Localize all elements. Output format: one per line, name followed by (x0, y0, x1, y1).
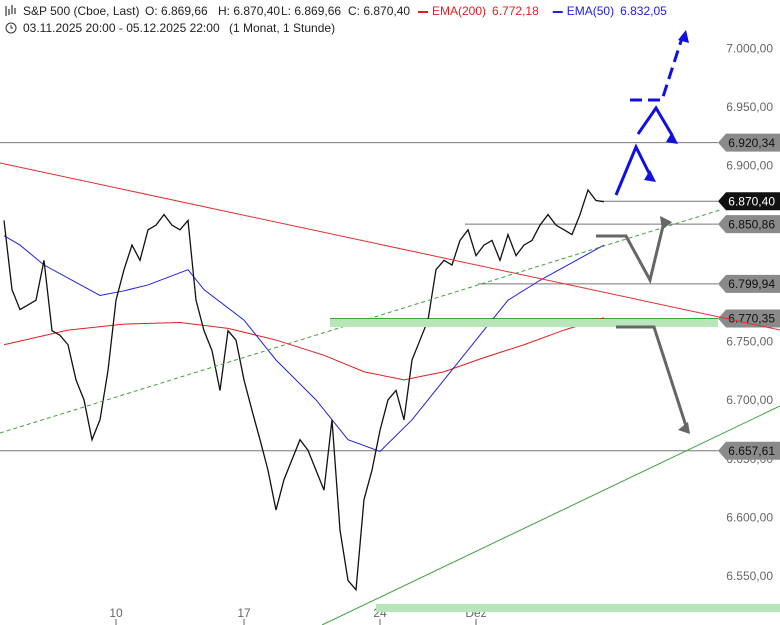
legend-name: EMA(50) (567, 4, 614, 18)
trendline (0, 162, 780, 331)
y-tick-label: 6.700,00 (726, 393, 773, 407)
y-tick-label: 6.950,00 (726, 100, 773, 114)
level-label: 6.799,94 (728, 277, 775, 291)
ohlc: O: 6.869,66 (145, 4, 208, 18)
arrowhead (678, 422, 690, 434)
x-tick-label: 17 (237, 606, 251, 620)
arrow (614, 143, 652, 196)
level-label: 6.920,34 (728, 136, 775, 150)
level-box (718, 309, 780, 328)
y-tick-label: 6.550,00 (726, 569, 773, 583)
y-tick-label: 6.750,00 (726, 335, 773, 349)
level-label: 6.870,40 (728, 194, 775, 208)
arrow (630, 37, 684, 102)
plot: 6.550,006.600,006.650,006.700,006.750,00… (0, 41, 780, 625)
trendline (321, 405, 780, 625)
level-box (718, 215, 780, 234)
arrow (616, 325, 688, 427)
y-tick-label: 7.000,00 (726, 41, 773, 55)
zone (330, 319, 718, 327)
annotations (0, 30, 780, 625)
y-tick-label: 6.600,00 (726, 510, 773, 524)
arrowhead (666, 132, 678, 144)
legend-value: 6.832,05 (620, 4, 667, 18)
level-label: 6.657,61 (728, 444, 775, 458)
price-line (3, 188, 605, 592)
clock-icon (10, 25, 13, 29)
clock-icon (5, 22, 17, 34)
level-box (718, 192, 780, 211)
arrow (596, 221, 666, 285)
ema-line (3, 317, 605, 381)
x-tick-label: 10 (109, 606, 123, 620)
title: S&P 500 (Cboe, Last) (23, 4, 140, 18)
range: 03.11.2025 20:00 - 05.12.2025 22:00 (23, 21, 220, 35)
arrowhead (644, 170, 656, 182)
ohlc: C: 6.870,40 (348, 4, 410, 18)
level-label: 6.770,35 (728, 312, 775, 326)
arrowhead (660, 216, 672, 230)
header: S&P 500 (Cboe, Last) O: 6.869,66 H: 6.87… (5, 4, 410, 35)
legend-value: 6.772,18 (492, 4, 539, 18)
icon (5, 5, 16, 16)
y-tick-label: 6.900,00 (726, 159, 773, 173)
level-box (718, 441, 780, 460)
level-box (718, 133, 780, 152)
level-label: 6.850,86 (728, 217, 775, 231)
legend: EMA(200) 6.772,18 EMA(50) 6.832,05 (418, 4, 667, 18)
arrowhead (678, 30, 689, 43)
interval: (1 Monat, 1 Stunde) (229, 21, 335, 35)
ohlc: L: 6.869,66 (281, 4, 341, 18)
ema-line (3, 235, 605, 453)
level-box (718, 274, 780, 293)
legend-name: EMA(200) (432, 4, 486, 18)
zone (376, 604, 780, 612)
ohlc: H: 6.870,40 (218, 4, 280, 18)
arrow (636, 105, 674, 136)
